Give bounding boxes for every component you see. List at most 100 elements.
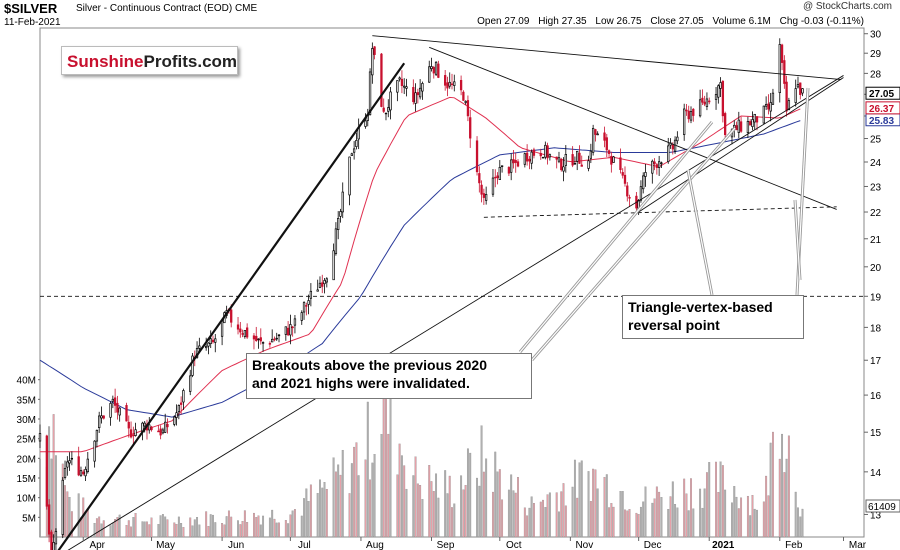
- candle-body: [77, 456, 80, 476]
- volume-bar: [221, 523, 224, 538]
- candle-body: [205, 345, 208, 349]
- volume-bar: [544, 507, 547, 538]
- volume-tick-label: 20M: [17, 454, 36, 465]
- volume-bar: [692, 508, 695, 538]
- volume-bar: [319, 479, 321, 538]
- price-tick-label: 13: [870, 510, 882, 521]
- candle-body: [321, 282, 324, 287]
- volume-bar: [230, 516, 233, 538]
- volume-bar: [653, 498, 656, 538]
- volume-bar: [510, 474, 513, 538]
- trend-line-steep-support-2020: [57, 62, 406, 550]
- candle-body: [113, 397, 117, 406]
- candle-body: [355, 140, 358, 148]
- volume-bar: [291, 510, 294, 538]
- candle-body: [245, 327, 249, 338]
- candle-body: [323, 280, 326, 285]
- volume-bar: [421, 499, 424, 538]
- candle-body: [148, 424, 151, 431]
- candle-body: [428, 66, 431, 83]
- volume-bar: [198, 524, 201, 538]
- candle-body: [116, 402, 119, 413]
- volume-bar: [161, 514, 164, 538]
- candle-body: [243, 330, 247, 337]
- candle-body: [655, 164, 659, 168]
- volume-bar: [278, 522, 280, 538]
- candle-body: [719, 82, 722, 89]
- candle-body: [475, 140, 479, 173]
- volume-bar: [635, 512, 638, 538]
- volume-bar: [353, 446, 356, 538]
- volume-bar: [542, 499, 544, 538]
- volume-bar: [578, 462, 581, 538]
- candle-body: [466, 100, 470, 117]
- volume-bar: [175, 524, 178, 538]
- candle-body: [619, 157, 622, 170]
- candle-body: [66, 461, 69, 468]
- candle-body: [214, 338, 217, 343]
- candle-body: [230, 309, 233, 323]
- candle-body: [667, 145, 670, 163]
- candle-body: [434, 61, 438, 75]
- axes: 1314151617181920212223242526272829305M10…: [17, 30, 900, 550]
- candle-body: [507, 167, 511, 174]
- candle-body: [450, 83, 454, 86]
- volume-bar: [321, 487, 324, 538]
- candle-body: [54, 531, 58, 545]
- price-tick-label: 17: [870, 356, 882, 367]
- volume-bar: [690, 478, 692, 538]
- candle-body: [418, 87, 422, 98]
- month-tick-label: Jun: [228, 540, 244, 550]
- candle-body: [316, 289, 319, 292]
- candle-body: [132, 434, 135, 437]
- candle-body: [621, 172, 624, 176]
- candle-body: [735, 125, 738, 131]
- candle-body: [546, 145, 549, 159]
- candle-body: [701, 97, 704, 103]
- volume-bar: [512, 490, 515, 538]
- volume-bar: [676, 507, 679, 538]
- volume-bar: [498, 469, 501, 538]
- high-value: 27.35: [561, 16, 587, 27]
- volume-bar: [412, 475, 415, 538]
- volume-bar: [560, 491, 563, 538]
- price-tick-label: 22: [870, 208, 882, 219]
- volume-bar: [385, 375, 387, 538]
- volume-bar: [205, 511, 208, 538]
- volume-bar: [482, 471, 485, 538]
- close-value: 27.05: [678, 16, 704, 27]
- candle-body: [607, 150, 611, 154]
- candle-body: [211, 339, 215, 343]
- volume-bar: [460, 475, 463, 538]
- volume-bar: [546, 494, 549, 538]
- candle-body: [47, 504, 51, 535]
- volume-bar: [772, 431, 774, 538]
- volume-bar: [400, 455, 403, 538]
- volume-bar: [492, 491, 494, 538]
- candle-body: [368, 71, 372, 116]
- volume-bar: [783, 472, 786, 538]
- volume-bar: [480, 425, 483, 538]
- candle-body: [539, 152, 542, 157]
- candle-body: [334, 228, 338, 254]
- candle-body: [683, 108, 686, 135]
- candle-body: [459, 79, 463, 91]
- volume-bar: [132, 517, 135, 538]
- candle-body: [220, 320, 224, 337]
- candle-body: [175, 412, 178, 418]
- volume-bar: [387, 433, 390, 538]
- volume-bar: [239, 524, 242, 538]
- candle-body: [84, 468, 87, 477]
- candle-body: [252, 335, 256, 340]
- candle-body: [332, 250, 335, 281]
- candle-body: [628, 197, 631, 199]
- stockcharts-credit[interactable]: @ StockCharts.com: [802, 1, 892, 12]
- volume-bar: [767, 495, 770, 538]
- candle-body: [771, 92, 775, 105]
- volume-bar: [435, 473, 438, 538]
- volume-bar: [555, 492, 558, 538]
- candle-body: [723, 113, 727, 135]
- volume-bar: [453, 503, 456, 538]
- volume-bar: [303, 498, 305, 538]
- volume-bar: [341, 449, 344, 538]
